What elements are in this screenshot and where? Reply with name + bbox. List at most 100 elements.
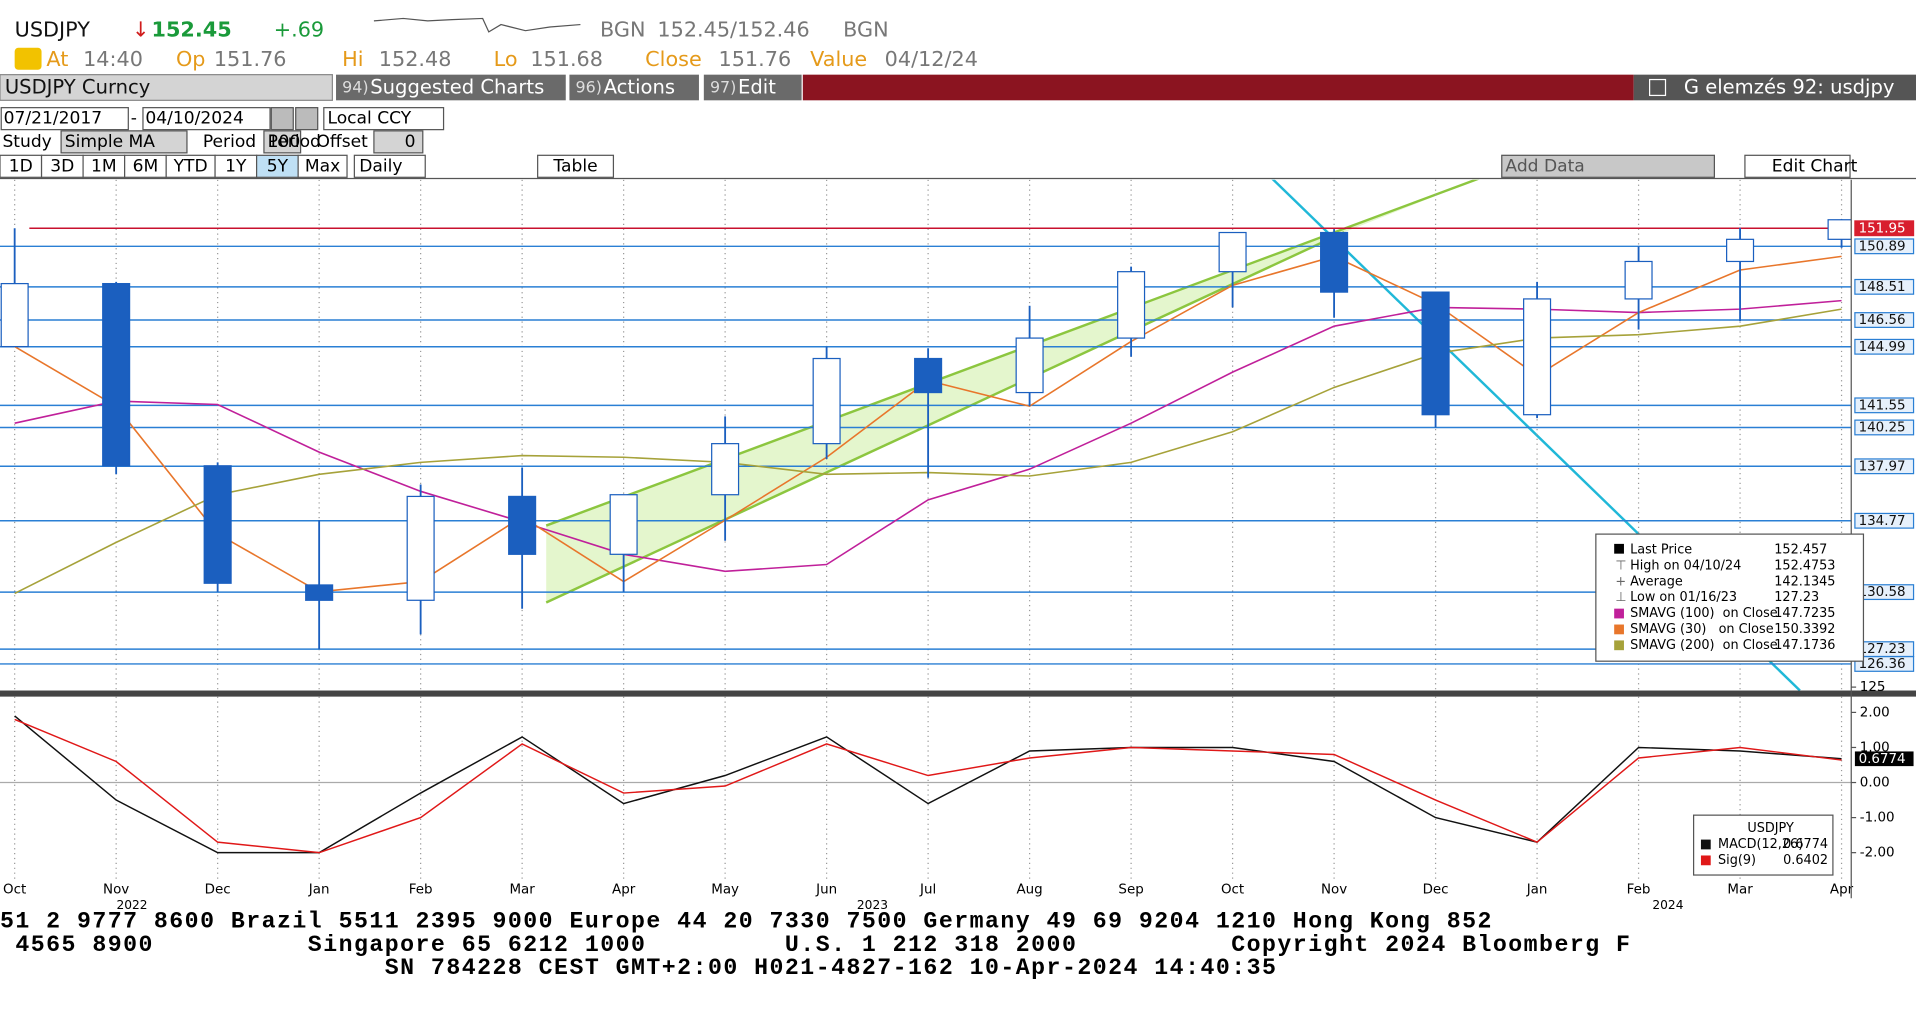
- year-label: 2024: [1652, 898, 1683, 912]
- channel-line: [545, 231, 1345, 604]
- info-label: Average: [1630, 574, 1683, 589]
- last-label: 0.6774: [1859, 752, 1906, 767]
- info-label: High on 04/10/24: [1630, 558, 1741, 573]
- candle-body: [1218, 231, 1247, 273]
- macd-legend: USDJPY MACD(12,26)0.6774 Sig(9) 0.6402: [1692, 814, 1834, 876]
- swatch: [1614, 640, 1624, 651]
- study-select[interactable]: [60, 130, 188, 154]
- legend-rows: MACD(12,26)0.6774 Sig(9) 0.6402: [1700, 837, 1828, 868]
- footer-line: 51 2 9777 8600 Brazil 5511 2395 9000 Eur…: [0, 909, 1493, 935]
- label: Close: [645, 47, 702, 71]
- menu-label: Edit: [738, 76, 776, 99]
- level-tag: [1854, 512, 1915, 529]
- candle-body: [1015, 337, 1044, 394]
- icon: ⊤: [1615, 558, 1626, 573]
- range-label: Max: [305, 156, 340, 176]
- last-price: 152.45: [152, 18, 232, 42]
- edit-chart-button[interactable]: [1744, 154, 1851, 178]
- level-tag: [1854, 278, 1915, 295]
- source: BGN: [843, 18, 889, 42]
- level-label: 134.77: [1859, 514, 1906, 529]
- end-date: 04/10/2024: [145, 109, 244, 129]
- range-label: YTD: [173, 156, 208, 176]
- macd-line: [14, 718, 1842, 854]
- info-box: Last Price 152.457 ⊤ High on 04/10/24 15…: [1595, 533, 1865, 662]
- x-tick-label: Feb: [1627, 883, 1651, 898]
- frequency: Daily: [359, 156, 402, 176]
- prev-button[interactable]: [270, 107, 294, 131]
- currency-select[interactable]: [323, 107, 445, 131]
- next-button[interactable]: [295, 107, 319, 131]
- legend-label: SMAVG (200) on Close: [1630, 638, 1778, 653]
- menu-number: 94): [342, 78, 368, 97]
- legend-frame: [1692, 814, 1834, 876]
- offset: 0: [405, 132, 416, 152]
- period: Period: [268, 132, 321, 152]
- range-button[interactable]: [297, 154, 348, 178]
- info-frame: [1595, 533, 1865, 662]
- level-label: 150.89: [1859, 239, 1906, 254]
- candle-body: [508, 495, 537, 555]
- candle-body: [609, 494, 638, 555]
- level-label: 144.99: [1859, 340, 1906, 355]
- icon[interactable]: [14, 47, 42, 70]
- period-input[interactable]: [263, 130, 302, 154]
- level-tag: [1854, 338, 1915, 355]
- toolbar: USDJPY Curncy 94) Suggested Charts 96) A…: [0, 74, 1916, 101]
- menu-number: 97): [710, 78, 736, 97]
- range-label: 5Y: [267, 156, 289, 176]
- currency: Local CCY: [327, 109, 411, 129]
- title-box: [1633, 74, 1916, 101]
- table-button[interactable]: [537, 154, 615, 178]
- range-label: 1Y: [225, 156, 247, 176]
- level-tag: [1854, 458, 1915, 475]
- security-box[interactable]: [0, 74, 333, 101]
- level-label: 127.23: [1859, 642, 1906, 657]
- separator: -: [131, 109, 137, 129]
- menu-button[interactable]: [336, 74, 566, 101]
- sparkline: [373, 17, 581, 33]
- label: Lo: [494, 47, 518, 71]
- menu-button[interactable]: [703, 74, 802, 101]
- y-tick-label: 125: [1860, 680, 1886, 695]
- menu-label: Actions: [604, 76, 675, 99]
- level-tag: [1854, 238, 1915, 255]
- y-tick-label: -1.00: [1860, 811, 1895, 826]
- legend-label: SMAVG (30) on Close: [1630, 622, 1774, 637]
- x-tick-label: Dec: [205, 883, 231, 898]
- quote-header: USDJPY ↓ 152.45 +.69 BGN 152.45/152.46 B…: [14, 17, 978, 71]
- offset-input[interactable]: [373, 130, 424, 154]
- icon: ⊥: [1615, 590, 1626, 605]
- level-label: 141.55: [1859, 398, 1906, 413]
- info-value: 147.1736: [1774, 638, 1835, 653]
- info-label: Low on 01/16/23: [1630, 590, 1737, 605]
- study: Simple MA: [65, 132, 156, 152]
- candle-body: [812, 357, 841, 445]
- arrow: ↓: [132, 18, 149, 42]
- controls: 07/21/2017 - 04/10/2024 Local CCY Study …: [0, 107, 1858, 178]
- info-value: 150.3392: [1774, 622, 1835, 637]
- label: Op: [176, 47, 206, 71]
- swatch: [1614, 543, 1624, 554]
- frequency-select[interactable]: [353, 154, 426, 178]
- menu-button[interactable]: [569, 74, 699, 101]
- label: Value: [810, 47, 867, 71]
- date-input[interactable]: [142, 107, 271, 131]
- swatch: [1614, 608, 1624, 619]
- level-tag: [1854, 656, 1915, 672]
- axes: Oct Nov Dec Jan Feb Mar Apr May Jun Jul Aug Sep Oct N…: [3, 179, 1915, 912]
- date-input[interactable]: [0, 107, 129, 131]
- add-data-input[interactable]: [1501, 154, 1715, 178]
- label: Study: [2, 132, 51, 152]
- level-label: 146.56: [1859, 313, 1906, 328]
- candle-body: [1624, 260, 1653, 300]
- change: +.69: [274, 18, 324, 42]
- year-label: 2023: [857, 898, 888, 912]
- icon[interactable]: [1649, 78, 1667, 97]
- title: G elemzés 92: usdjpy: [1684, 76, 1895, 99]
- menu-number: 96): [576, 78, 602, 97]
- info-label: Last Price: [1630, 542, 1692, 557]
- last-tag: [1854, 751, 1914, 767]
